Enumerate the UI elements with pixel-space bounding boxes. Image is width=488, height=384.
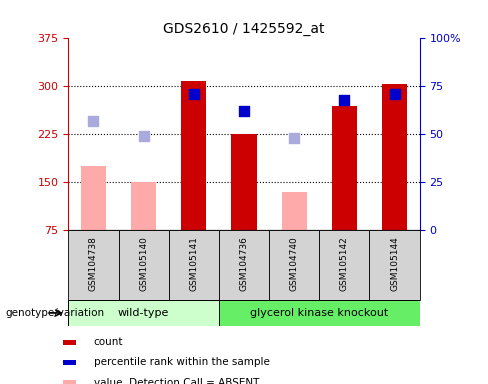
Text: GSM104736: GSM104736 <box>240 236 248 291</box>
Text: GSM104740: GSM104740 <box>290 236 299 291</box>
Bar <box>369 230 420 300</box>
Bar <box>282 192 307 230</box>
Point <box>190 91 198 97</box>
Bar <box>382 84 407 230</box>
Bar <box>81 166 106 230</box>
Bar <box>131 182 156 230</box>
Text: value, Detection Call = ABSENT: value, Detection Call = ABSENT <box>94 377 259 384</box>
Text: wild-type: wild-type <box>118 308 169 318</box>
Bar <box>63 380 76 384</box>
Point <box>341 97 348 103</box>
Text: glycerol kinase knockout: glycerol kinase knockout <box>250 308 388 318</box>
Point <box>140 133 147 139</box>
Bar <box>68 230 119 300</box>
Point <box>240 108 248 114</box>
Text: GSM105140: GSM105140 <box>139 236 148 291</box>
Bar <box>269 230 319 300</box>
Text: percentile rank within the sample: percentile rank within the sample <box>94 358 270 367</box>
Point <box>89 118 97 124</box>
Bar <box>231 134 257 230</box>
Title: GDS2610 / 1425592_at: GDS2610 / 1425592_at <box>163 22 325 36</box>
Text: GSM104738: GSM104738 <box>89 236 98 291</box>
Text: GSM105142: GSM105142 <box>340 236 349 291</box>
Point <box>391 91 399 97</box>
Bar <box>219 300 420 326</box>
Bar <box>68 300 219 326</box>
Text: genotype/variation: genotype/variation <box>5 308 104 318</box>
Bar <box>181 81 206 230</box>
Point <box>290 135 298 141</box>
Bar <box>119 230 169 300</box>
Bar <box>169 230 219 300</box>
Text: GSM105144: GSM105144 <box>390 236 399 291</box>
Bar <box>219 230 269 300</box>
Text: GSM105141: GSM105141 <box>189 236 198 291</box>
Bar <box>319 230 369 300</box>
Bar <box>332 106 357 230</box>
Text: count: count <box>94 337 123 347</box>
Bar <box>63 360 76 365</box>
Bar <box>63 340 76 345</box>
